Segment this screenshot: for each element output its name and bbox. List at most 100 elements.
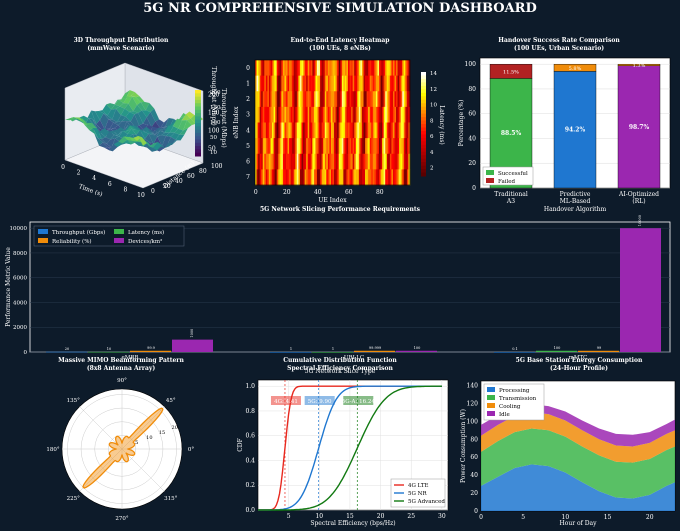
heatmap-cell [334,106,336,123]
heatmap-cell [330,153,333,170]
heatmap-cell [358,60,361,76]
heatmap-cell [303,106,305,123]
colorbar-cell [195,99,201,104]
heatmap-cell [394,122,397,139]
heatmap-cell [334,153,336,170]
heatmap-cell [330,75,333,92]
heatmap-cell [406,122,409,139]
heatmap-cell [340,91,343,108]
heatmap-cell [315,91,318,108]
heatmap-cell [282,138,285,155]
heatmap-cell [375,153,378,170]
heatmap-cell [374,169,377,186]
heatmap-cell [299,75,302,92]
heatmap-cell [372,91,375,108]
heatmap-cell [349,91,352,108]
surface-facet [182,114,191,121]
heatmap-cell [256,138,259,155]
heatmap-cell [332,91,335,108]
heatmap-cell [343,75,346,92]
heatmap-cell [318,138,321,155]
heatmap-cell [344,75,347,92]
colorbar-tick: 50 [210,135,217,141]
surface-facet [162,136,171,146]
heatmap-cell [361,122,364,139]
bar-value-label: 10000 [638,215,642,226]
heatmap-chart: End-to-End Latency Heatmap(100 UEs, 8 eN… [233,37,445,204]
x-tick-label: 0 [61,164,65,171]
heatmap-cell [256,75,259,92]
heatmap-cell [375,75,378,92]
chart-subtitle: (100 UEs, Urban Scenario) [514,45,604,52]
heatmap-cell [286,60,288,76]
heatmap-cell [371,122,374,139]
heatmap-cell [284,169,287,186]
surface-facet [127,128,137,135]
x-axis-label: Handover Algorithm [544,206,607,213]
colorbar-tick: 200 [210,90,221,96]
heatmap-cell [270,106,273,123]
legend-label: Cooling [499,404,521,410]
heatmap-cell [380,153,383,170]
heatmap-cell [267,138,270,155]
y-tick-label: 20 [163,183,171,190]
heatmap-cell [327,138,330,155]
x-tick-label: 10 [315,513,323,520]
heatmap-cell [287,153,290,170]
z-tick-label: 100 [208,128,220,135]
heatmap-cell [343,122,346,139]
bar-3 [172,339,213,352]
heatmap-cell [282,106,285,123]
area-0 [481,464,675,511]
heatmap-cell [369,91,372,108]
heatmap-cell [276,91,279,108]
heatmap-cell [332,60,335,76]
heatmap-cell [270,91,273,108]
surface-facet [130,114,140,128]
heatmap-frame [254,59,411,186]
heatmap-cell [264,106,267,123]
heatmap-cell [400,169,403,186]
heatmap-cell [403,138,406,155]
heatmap-cell [272,153,274,170]
z-tick-label: 200 [208,92,220,99]
x-tick-label: 80 [376,189,384,196]
heatmap-cell [272,106,274,123]
heatmap-cell [306,153,308,170]
heatmap-cell [259,91,262,108]
cdf-line [258,385,442,511]
chart-subtitle: (mmWave Scenario) [87,45,155,52]
x-tick-label: Predictive [560,191,591,198]
heatmap-cell [258,138,260,155]
heatmap-cell [278,169,281,186]
heatmap-cell [371,138,374,155]
heatmap-cell [329,60,332,76]
colorbar-cell [421,148,426,153]
heatmap-cell [388,75,391,92]
x-axis-label: Spectral Efficiency (bps/Hz) [310,520,395,527]
heatmap-cell [366,60,369,76]
heatmap-cell [388,169,391,186]
heatmap-cell [292,91,295,108]
heatmap-cell [343,138,346,155]
surface-facet [92,118,101,130]
heatmap-cell [287,169,290,186]
colorbar-cell [421,89,426,94]
surface-facet [155,119,164,129]
heatmap-cell [366,91,369,108]
heatmap-cell [340,122,343,139]
heatmap-cell [265,153,268,170]
heatmap-cell [338,169,341,186]
heatmap-cell [354,91,357,108]
heatmap-cell [361,138,364,155]
heatmap-cell [348,153,350,170]
heatmap-cell [343,91,346,108]
surface-facet [135,125,145,131]
colorbar-cell [421,141,426,146]
heatmap-cell [377,138,380,155]
heatmap-cell [310,169,313,186]
heatmap-cell [394,169,397,186]
surface-facet [178,120,187,131]
surface-facet [103,113,113,120]
heatmap-cell [337,60,339,76]
